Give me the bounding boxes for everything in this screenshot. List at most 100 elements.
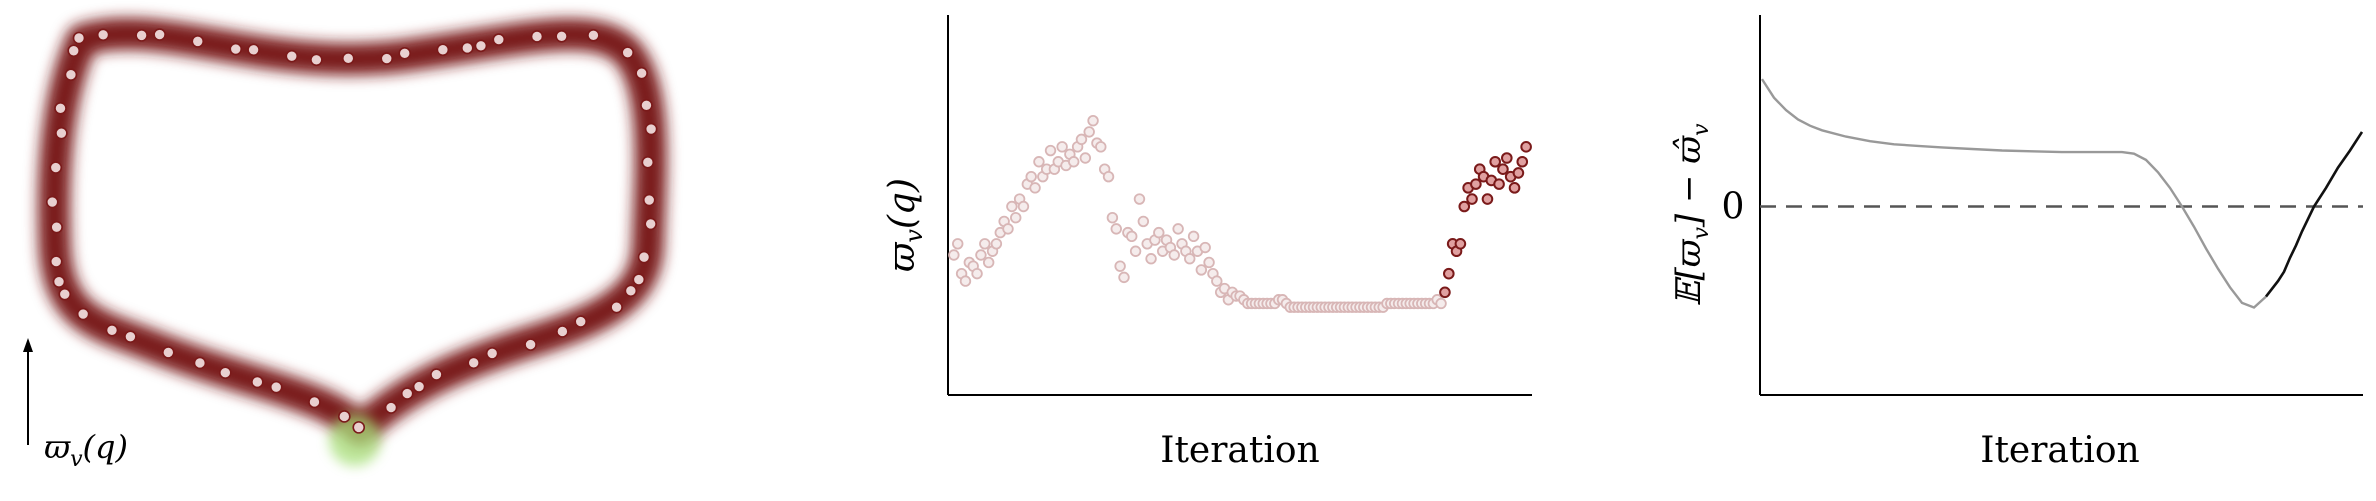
ring-sample-point bbox=[45, 195, 59, 209]
scatter-point bbox=[990, 238, 1003, 250]
scatter-point-recent bbox=[1516, 155, 1529, 168]
ring-sample-point bbox=[398, 47, 412, 60]
scatter-point bbox=[971, 267, 983, 280]
scatter-point bbox=[1075, 133, 1088, 146]
ring-sample-point bbox=[341, 52, 355, 65]
scatter-panel: Iteration ϖv(q) bbox=[882, 15, 1532, 471]
ring-sample-point bbox=[162, 346, 175, 359]
ring-sample-point bbox=[308, 395, 321, 409]
ring-sample-point bbox=[76, 307, 90, 321]
ring-sample-point bbox=[524, 338, 537, 351]
scatter-point bbox=[1435, 297, 1447, 310]
scatter-point-recent bbox=[1481, 193, 1494, 205]
ring-sample-point bbox=[135, 29, 148, 42]
scatter-point bbox=[1118, 271, 1130, 284]
ring-sample-point bbox=[644, 122, 658, 136]
scatter-point-recent bbox=[1508, 182, 1521, 194]
ring-sample-point bbox=[52, 275, 66, 288]
scatter-points bbox=[948, 115, 1532, 313]
scatter-point bbox=[979, 238, 991, 250]
ring-sample-point bbox=[555, 29, 568, 43]
scatter-point bbox=[1145, 253, 1157, 265]
arrow-up-icon bbox=[23, 338, 33, 352]
ring-sample-point bbox=[219, 366, 232, 380]
scatter-point-recent bbox=[1520, 141, 1532, 153]
scatter-point-recent bbox=[1458, 200, 1471, 213]
ring-sample-point bbox=[574, 315, 588, 328]
ring-sample-point bbox=[380, 52, 394, 65]
scatter-point bbox=[1126, 230, 1138, 243]
ring-sample-point bbox=[229, 42, 243, 56]
ring-sample-point bbox=[624, 284, 638, 298]
ring-sample-point bbox=[384, 401, 398, 414]
scatter-point bbox=[1087, 115, 1099, 127]
scatter-point bbox=[1010, 211, 1022, 224]
ring-sample-point bbox=[352, 421, 366, 434]
panel1-ylabel: ϖv(q) bbox=[44, 428, 128, 472]
x-axis-label: Iteration bbox=[1980, 430, 2140, 471]
scatter-point bbox=[975, 249, 987, 261]
y-tick-zero: 0 bbox=[1722, 187, 1745, 228]
ring-sample-point bbox=[610, 300, 623, 314]
scatter-point bbox=[1187, 230, 1200, 243]
ring-sample-point bbox=[467, 356, 480, 370]
ring-sample-point bbox=[635, 66, 648, 80]
ring-sample-point bbox=[49, 161, 63, 174]
scatter-point bbox=[1095, 141, 1107, 153]
ring-sample-point bbox=[492, 33, 506, 46]
scatter-point bbox=[1211, 275, 1223, 287]
ring-sample-point bbox=[105, 323, 119, 337]
ring-sample-point bbox=[58, 287, 72, 301]
scatter-point bbox=[1033, 156, 1045, 168]
y-axis-label: 𝔼[ϖv] − ϖ̂v bbox=[1669, 123, 1714, 306]
ring-sample-point bbox=[269, 380, 283, 394]
scatter-point bbox=[1129, 245, 1142, 257]
ring-sample-point bbox=[49, 255, 63, 268]
scatter-point bbox=[1056, 141, 1068, 153]
scatter-point bbox=[1017, 200, 1030, 213]
scatter-point bbox=[1006, 200, 1018, 213]
ring-sample-point bbox=[632, 273, 646, 286]
scatter-point-recent bbox=[1466, 193, 1478, 205]
ring-sample-point bbox=[251, 375, 264, 389]
scatter-point bbox=[959, 275, 972, 287]
scatter-point bbox=[1025, 170, 1037, 183]
scatter-point bbox=[1102, 170, 1115, 183]
scatter-point bbox=[1153, 226, 1165, 239]
ring-sample-point bbox=[621, 46, 634, 59]
ring-sample-point bbox=[285, 49, 299, 63]
ring-diagram-panel: ϖv(q) bbox=[23, 17, 667, 472]
ring-sample-point bbox=[485, 347, 499, 360]
scatter-point bbox=[1044, 144, 1057, 157]
scatter-point bbox=[1083, 126, 1095, 138]
scatter-point-recent bbox=[1497, 163, 1509, 175]
ring-sample-point bbox=[640, 98, 653, 112]
ring-sample-point bbox=[637, 250, 651, 264]
scatter-point bbox=[982, 256, 995, 269]
ring-sample-point bbox=[124, 330, 137, 343]
ring-shape bbox=[38, 17, 667, 446]
ring-sample-point bbox=[191, 35, 205, 48]
scatter-point bbox=[1137, 215, 1150, 228]
ring-sample-point bbox=[153, 28, 166, 41]
ring-sample-point bbox=[50, 220, 63, 234]
ring-sample-point bbox=[642, 193, 656, 207]
scatter-point-recent bbox=[1489, 155, 1501, 168]
scatter-point bbox=[948, 249, 960, 261]
scatter-point bbox=[1029, 182, 1041, 194]
ring-sample-point bbox=[193, 356, 207, 370]
ring-sample-point bbox=[338, 410, 351, 423]
scatter-point-recent bbox=[1512, 167, 1525, 179]
ring-samples bbox=[45, 28, 658, 434]
ring-sample-point bbox=[400, 387, 414, 400]
scatter-point-recent bbox=[1470, 178, 1482, 190]
ring-sample-point bbox=[474, 39, 488, 53]
scatter-point bbox=[1199, 241, 1211, 254]
series-line-strong bbox=[2264, 131, 2364, 298]
scatter-point bbox=[952, 238, 964, 250]
ring-sample-point bbox=[587, 29, 600, 42]
scatter-point-recent bbox=[1443, 267, 1455, 280]
ring-sample-point bbox=[641, 156, 655, 169]
scatter-point-recent bbox=[1439, 286, 1451, 299]
